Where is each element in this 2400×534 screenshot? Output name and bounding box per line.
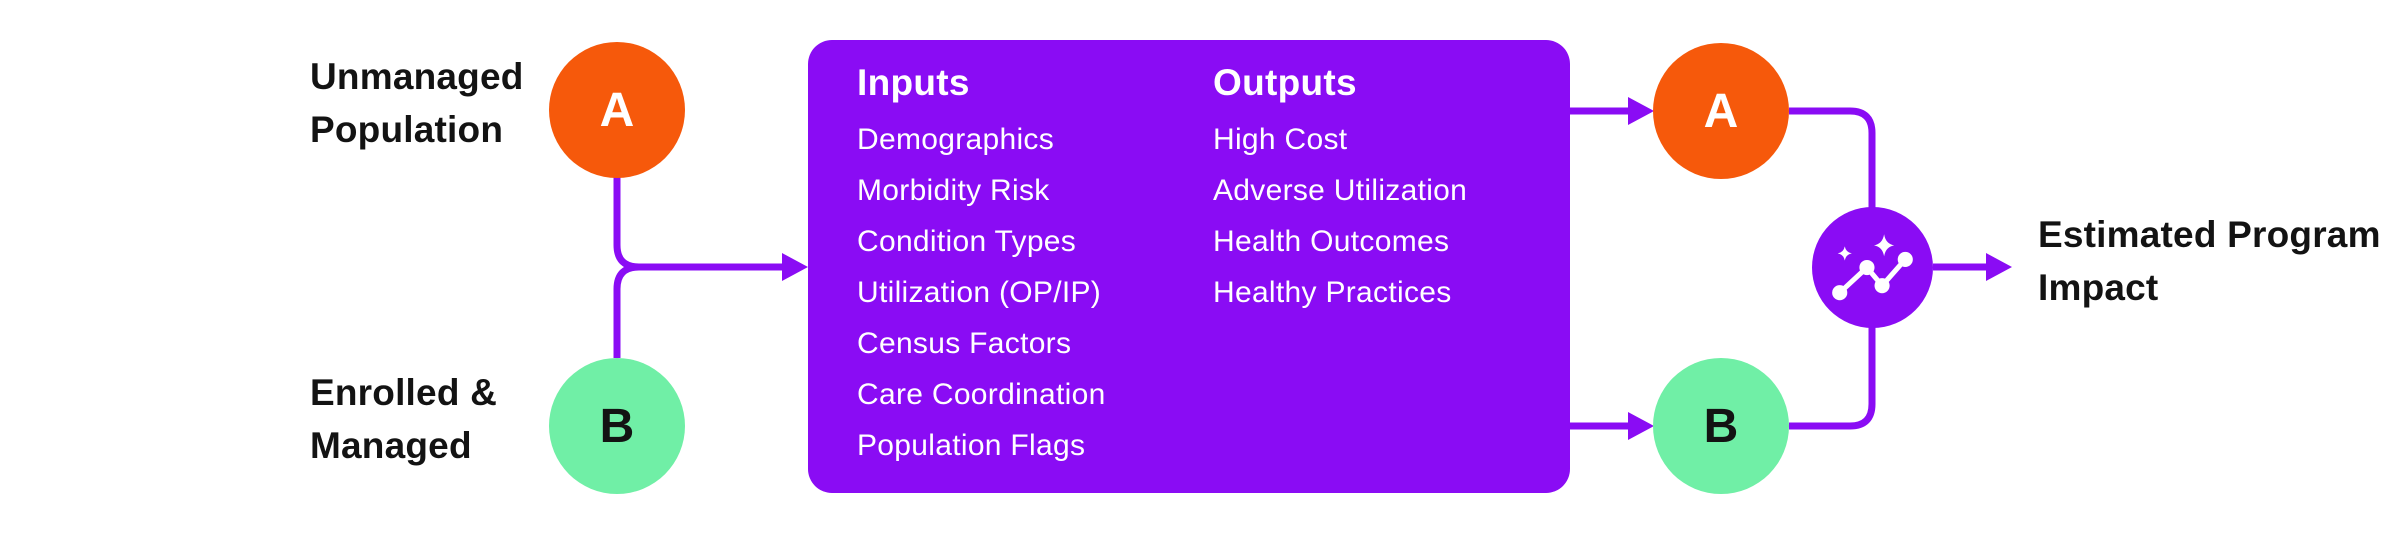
list-item: Condition Types	[857, 225, 1077, 258]
node-a-right: A	[1653, 43, 1789, 179]
inputs-column: Inputs Demographics Morbidity Risk Condi…	[857, 62, 1106, 471]
list-item: Healthy Practices	[1213, 276, 1452, 309]
arrowhead-into-b-right	[1628, 412, 1654, 440]
model-box: Inputs Demographics Morbidity Risk Condi…	[808, 40, 1570, 493]
arrowhead-into-a-right	[1628, 97, 1654, 125]
outputs-heading: Outputs	[1213, 62, 1357, 103]
list-item: Utilization (OP/IP)	[857, 276, 1102, 309]
node-a-right-letter: A	[1703, 84, 1739, 138]
outputs-column: Outputs High Cost Adverse Utilization He…	[1213, 62, 1467, 318]
list-item: Census Factors	[857, 327, 1072, 360]
list-item: Adverse Utilization	[1213, 174, 1468, 207]
node-b-right-letter: B	[1703, 399, 1739, 453]
label-enrolled-managed: Enrolled & Managed	[310, 372, 498, 466]
node-b-left: B	[549, 358, 685, 494]
list-item: High Cost	[1213, 123, 1348, 156]
inputs-heading: Inputs	[857, 62, 970, 103]
list-item: Population Flags	[857, 429, 1086, 462]
list-item: Morbidity Risk	[857, 174, 1050, 207]
node-a-left: A	[549, 42, 685, 178]
arrowhead-into-box	[782, 253, 808, 281]
label-estimated-program-impact: Estimated Program Impact	[2038, 214, 2381, 308]
list-item: Demographics	[857, 123, 1055, 156]
arrowhead-into-label	[1986, 253, 2012, 281]
connector-b-right-to-impact	[1789, 325, 1876, 430]
list-item: Health Outcomes	[1213, 225, 1450, 258]
inputs-list: Demographics Morbidity Risk Condition Ty…	[857, 114, 1106, 471]
node-b-right: B	[1653, 358, 1789, 494]
connector-a-left-to-box	[613, 176, 784, 271]
node-b-left-letter: B	[599, 399, 635, 453]
connector-a-right-to-impact	[1789, 107, 1876, 210]
connector-b-left-to-box	[613, 263, 784, 358]
impact-node	[1812, 207, 1933, 328]
sparkle-trend-chart-icon	[1832, 234, 1913, 301]
outputs-list: High Cost Adverse Utilization Health Out…	[1213, 114, 1467, 318]
node-a-left-letter: A	[599, 83, 635, 137]
list-item: Care Coordination	[857, 378, 1106, 411]
label-unmanaged-population: Unmanaged Population	[310, 56, 524, 150]
